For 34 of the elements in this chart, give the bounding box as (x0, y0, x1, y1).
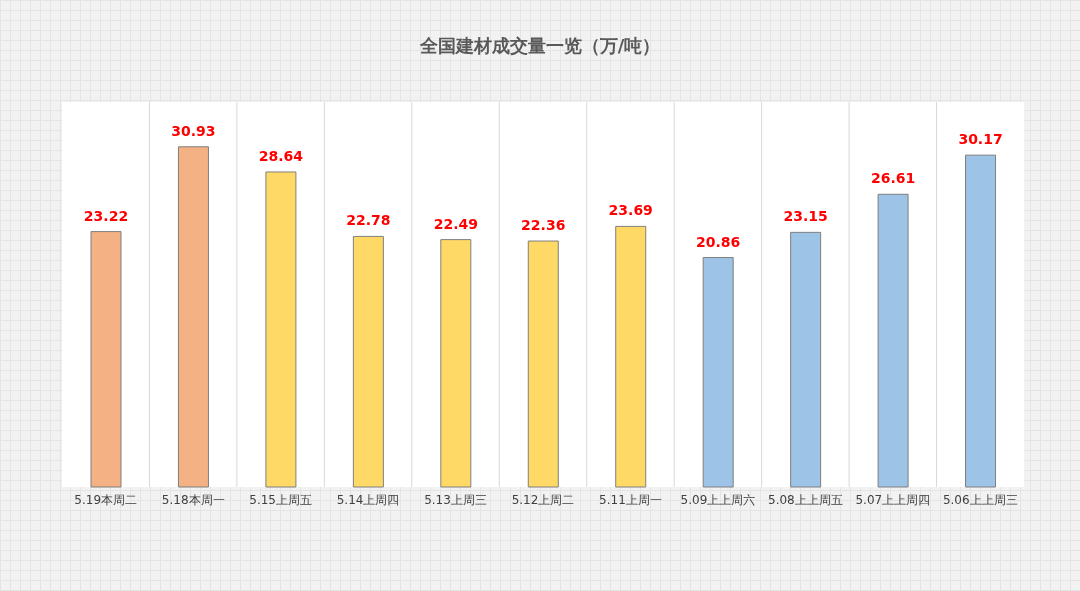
data-label: 22.36 (521, 217, 566, 234)
x-tick-label: 5.06上上周三 (942, 492, 1018, 507)
bar (877, 193, 909, 488)
data-label: 28.64 (258, 147, 304, 164)
x-tick-label: 5.13上周三 (424, 492, 487, 507)
data-label: 20.86 (696, 233, 741, 250)
data-label: 30.93 (171, 122, 216, 139)
x-tick-label: 5.11上周一 (599, 492, 662, 507)
x-tick-label: 5.15上周五 (249, 492, 312, 507)
x-tick-label: 5.14上周四 (336, 492, 400, 507)
data-label: 22.78 (346, 212, 391, 229)
bar (790, 231, 822, 488)
x-tick-label: 5.07上上周四 (855, 492, 931, 507)
x-tick-label: 5.19本周二 (74, 492, 138, 507)
data-label: 23.22 (83, 207, 129, 224)
x-tick-label: 5.09上上周六 (680, 492, 756, 507)
bar (265, 171, 297, 488)
chart-title: 全国建材成交量一览（万/吨） (418, 34, 662, 58)
bar (440, 239, 472, 488)
bar (90, 231, 122, 488)
x-tick-label: 5.12上周二 (511, 492, 575, 507)
bar (615, 225, 647, 488)
bar (352, 235, 384, 488)
data-label: 30.17 (958, 131, 1003, 148)
bar (177, 146, 209, 488)
data-label: 26.61 (870, 170, 916, 187)
bar (965, 154, 997, 488)
data-label: 23.69 (608, 202, 653, 219)
x-tick-label: 5.08上上周五 (768, 492, 843, 507)
bar (527, 240, 559, 488)
data-label: 22.49 (433, 215, 478, 232)
x-tick-label: 5.18本周一 (161, 492, 225, 507)
data-label: 23.15 (783, 208, 828, 225)
bar (702, 257, 734, 488)
